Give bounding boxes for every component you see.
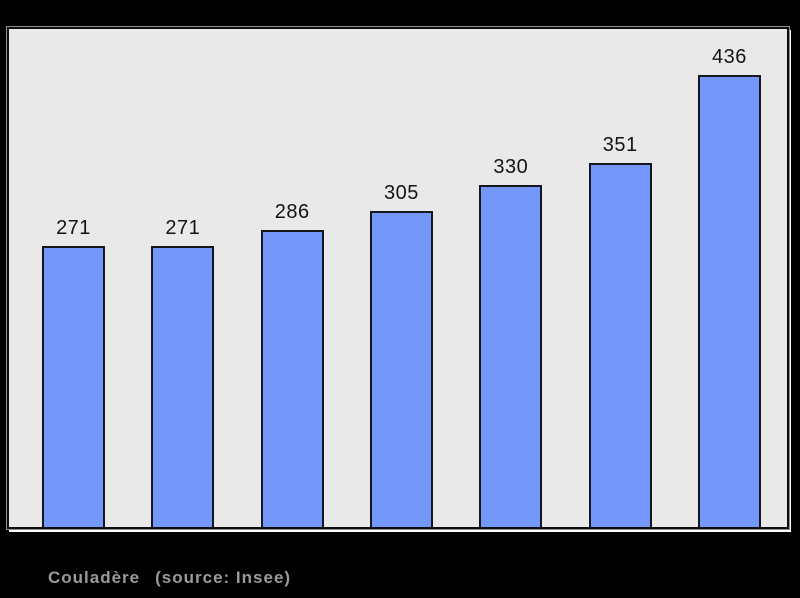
bar	[151, 246, 215, 527]
chart-caption: Couladère (source: Insee)	[48, 568, 291, 588]
bar	[697, 75, 761, 527]
bar	[479, 185, 543, 527]
bar-column: 286	[260, 201, 324, 527]
bar-value-label: 286	[274, 201, 310, 223]
bar-column: 271	[42, 218, 105, 527]
bar-value-label: 271	[165, 217, 201, 239]
bar-column: 351	[588, 134, 652, 527]
commune-name-label: Couladère	[48, 568, 141, 587]
bar	[369, 211, 433, 527]
bar-column: 305	[369, 182, 433, 527]
bar-column: 271	[151, 217, 215, 527]
bar	[588, 163, 652, 527]
bar-value-label: 305	[384, 182, 419, 204]
chart-plot-panel: 271 271 286 305 330 351 436	[6, 26, 790, 530]
bar-value-label: 330	[493, 156, 529, 178]
source-label: (source: Insee)	[155, 568, 292, 587]
bar-column: 330	[479, 156, 543, 527]
bar-column: 436	[697, 46, 761, 527]
bar-value-label: 436	[712, 46, 747, 68]
bar	[42, 246, 105, 527]
bar	[260, 230, 324, 527]
bar-series: 271 271 286 305 330 351 436	[9, 29, 787, 527]
bar-value-label: 351	[602, 134, 638, 156]
bar-value-label: 271	[56, 217, 91, 239]
